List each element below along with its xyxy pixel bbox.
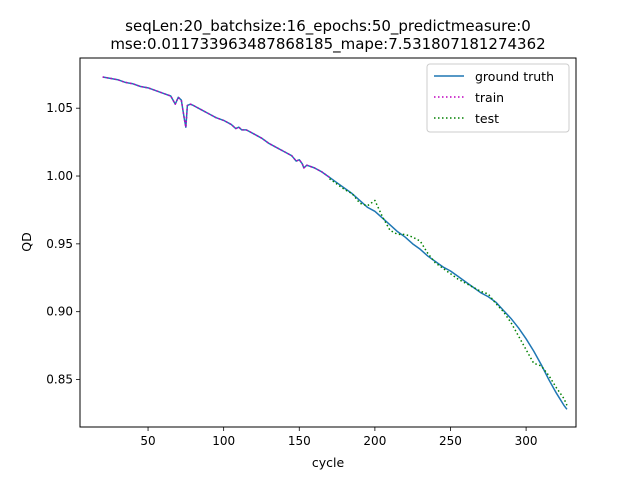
legend: ground truth train test xyxy=(426,63,570,133)
y-tick-label: 1.05 xyxy=(46,101,73,115)
y-tick-label: 1.00 xyxy=(46,169,73,183)
x-tick-label: 50 xyxy=(140,434,155,448)
x-axis: 50 100 150 200 250 300 xyxy=(140,427,538,448)
y-axis: 0.85 0.90 0.95 1.00 1.05 xyxy=(46,101,80,387)
x-tick-label: 100 xyxy=(212,434,235,448)
plot-lines xyxy=(102,76,568,410)
x-tick-label: 150 xyxy=(288,434,311,448)
x-tick-label: 300 xyxy=(515,434,538,448)
y-tick-label: 0.95 xyxy=(46,237,73,251)
legend-label-ground-truth: ground truth xyxy=(475,69,554,84)
y-tick-label: 0.85 xyxy=(46,373,73,387)
plot-area-frame xyxy=(79,57,577,428)
y-axis-label: QD xyxy=(19,232,34,251)
x-axis-label: cycle xyxy=(312,455,345,470)
chart-title: seqLen:20_batchsize:16_epochs:50_predict… xyxy=(125,17,531,36)
legend-box xyxy=(426,63,570,133)
legend-label-test: test xyxy=(475,111,499,126)
series-line-test xyxy=(329,178,568,406)
x-tick-label: 200 xyxy=(363,434,386,448)
legend-label-train: train xyxy=(475,90,504,105)
y-tick-label: 0.90 xyxy=(46,305,73,319)
series-line-train xyxy=(102,76,330,178)
x-tick-label: 250 xyxy=(439,434,462,448)
chart-subtitle: mse:0.011733963487868185_mape:7.53180718… xyxy=(110,35,545,54)
